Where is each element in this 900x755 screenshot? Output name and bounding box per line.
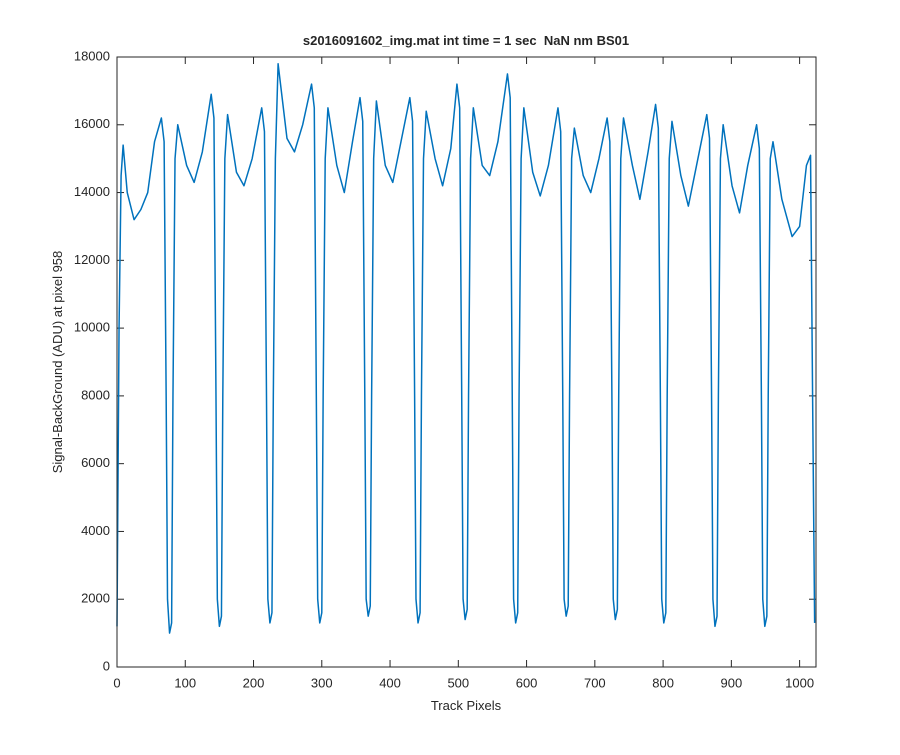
- x-tick-label: 500: [447, 675, 469, 690]
- y-tick-label: 2000: [81, 591, 110, 606]
- y-tick-label: 6000: [81, 455, 110, 470]
- y-tick-label: 16000: [74, 116, 110, 131]
- axes-box: [116, 56, 817, 668]
- y-tick-label: 12000: [74, 252, 110, 267]
- y-axis-label: Signal-BackGround (ADU) at pixel 958: [50, 251, 65, 474]
- data-line: [116, 63, 816, 634]
- x-tick-label: 100: [174, 675, 196, 690]
- x-tick-label: 900: [721, 675, 743, 690]
- y-tick-label: 10000: [74, 320, 110, 335]
- y-tick-label: 18000: [74, 48, 110, 63]
- x-tick-label: 1000: [785, 675, 814, 690]
- chart-title: s2016091602_img.mat int time = 1 sec NaN…: [303, 33, 629, 48]
- y-tick-label: 0: [103, 658, 110, 673]
- y-tick-label: 14000: [74, 184, 110, 199]
- x-tick-label: 0: [113, 675, 120, 690]
- x-tick-label: 700: [584, 675, 606, 690]
- x-tick-label: 200: [243, 675, 265, 690]
- x-tick-label: 600: [516, 675, 538, 690]
- y-tick-label: 8000: [81, 387, 110, 402]
- x-tick-label: 800: [652, 675, 674, 690]
- y-tick-label: 4000: [81, 523, 110, 538]
- x-tick-label: 300: [311, 675, 333, 690]
- x-tick-label: 400: [379, 675, 401, 690]
- x-axis-label: Track Pixels: [431, 698, 502, 713]
